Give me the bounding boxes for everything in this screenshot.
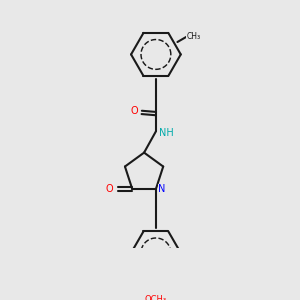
Text: N: N xyxy=(158,184,166,194)
Text: CH₃: CH₃ xyxy=(187,32,201,40)
Text: O: O xyxy=(131,106,138,116)
Text: NH: NH xyxy=(159,128,174,137)
Text: O: O xyxy=(106,184,114,194)
Text: OCH₃: OCH₃ xyxy=(145,295,167,300)
